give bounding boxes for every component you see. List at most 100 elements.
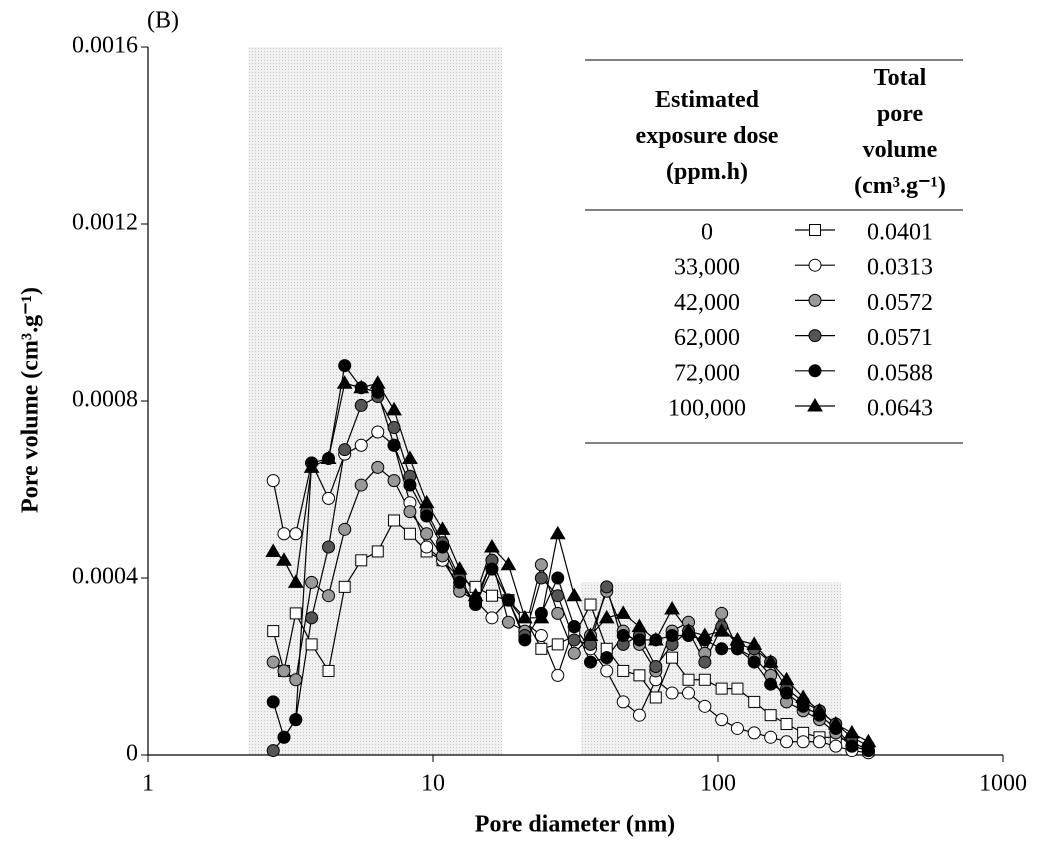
marker (436, 540, 450, 554)
marker (778, 671, 795, 686)
marker (715, 682, 728, 695)
marker (746, 636, 763, 650)
marker (780, 718, 793, 731)
y-tick-label: 0.0008 (72, 387, 138, 413)
y-tick-label: 0 (126, 741, 138, 767)
marker (551, 571, 565, 585)
marker (664, 600, 680, 615)
marker (289, 713, 303, 727)
marker (266, 655, 280, 669)
marker (551, 589, 565, 603)
marker (633, 669, 646, 682)
marker (387, 438, 401, 452)
legend-total-pore-volume: 0.0401 (867, 220, 933, 246)
marker (534, 571, 548, 585)
marker (747, 655, 761, 669)
marker (371, 545, 384, 558)
marker (322, 491, 336, 505)
marker (402, 450, 418, 465)
marker (305, 638, 318, 651)
marker (566, 587, 583, 602)
marker (600, 580, 614, 594)
marker (665, 629, 679, 643)
marker (631, 618, 648, 633)
marker (549, 525, 566, 540)
marker (265, 543, 282, 557)
marker (403, 478, 417, 492)
marker (682, 673, 695, 686)
marker (320, 450, 337, 465)
marker (647, 631, 664, 646)
marker (698, 699, 712, 713)
marker (322, 664, 335, 677)
legend-total-pore-volume: 0.0643 (867, 396, 933, 422)
marker (289, 673, 303, 687)
marker (535, 642, 548, 655)
legend-dose: 42,000 (674, 290, 740, 316)
marker (715, 642, 729, 656)
marker (354, 398, 368, 412)
marker (616, 695, 630, 709)
legend-marker (808, 329, 822, 343)
legend-dose: 33,000 (674, 255, 740, 281)
marker (338, 522, 352, 536)
marker (715, 606, 729, 620)
legend-dose: 62,000 (674, 325, 740, 351)
legend-header: Estimated exposure dose (ppm.h) (635, 87, 779, 185)
marker (533, 609, 550, 624)
marker (649, 691, 662, 704)
marker (696, 627, 713, 642)
marker (698, 655, 712, 669)
marker (305, 611, 319, 625)
marker (485, 611, 499, 625)
marker (632, 708, 646, 722)
marker (764, 730, 778, 744)
marker (665, 686, 679, 700)
y-axis-label: Pore volume (cm³.g⁻¹) (18, 287, 44, 513)
x-tick-label: 1 (142, 771, 154, 797)
marker (812, 735, 826, 749)
marker (827, 716, 844, 730)
marker (267, 625, 280, 638)
marker (516, 609, 533, 624)
marker (276, 552, 292, 566)
marker (860, 733, 877, 748)
marker (501, 615, 515, 629)
marker (844, 724, 860, 739)
marker (289, 527, 303, 541)
marker (632, 633, 646, 647)
marker (582, 627, 599, 642)
y-tick-label: 0.0012 (72, 210, 138, 236)
marker (764, 709, 777, 722)
marker (289, 607, 302, 620)
marker (649, 660, 663, 673)
legend-marker (808, 258, 822, 272)
marker (795, 689, 812, 703)
panel-label: (B) (147, 8, 179, 34)
marker (731, 682, 744, 695)
marker (600, 664, 614, 678)
marker (371, 425, 385, 439)
legend-dose: 0 (701, 220, 713, 246)
marker (584, 598, 597, 611)
x-tick-label: 10 (421, 771, 445, 797)
marker (467, 587, 484, 602)
marker (584, 655, 598, 669)
marker (567, 646, 581, 660)
x-tick-label: 1000 (979, 771, 1027, 797)
marker (829, 739, 843, 753)
marker (287, 574, 304, 588)
marker (534, 629, 548, 643)
marker (354, 478, 368, 492)
legend-dose: 100,000 (668, 396, 746, 422)
marker (748, 695, 761, 708)
marker (715, 713, 729, 727)
marker (353, 379, 370, 394)
marker (338, 359, 352, 373)
marker (518, 633, 532, 647)
marker (420, 540, 434, 554)
marker (403, 505, 417, 519)
marker (485, 562, 499, 576)
marker (747, 726, 761, 740)
